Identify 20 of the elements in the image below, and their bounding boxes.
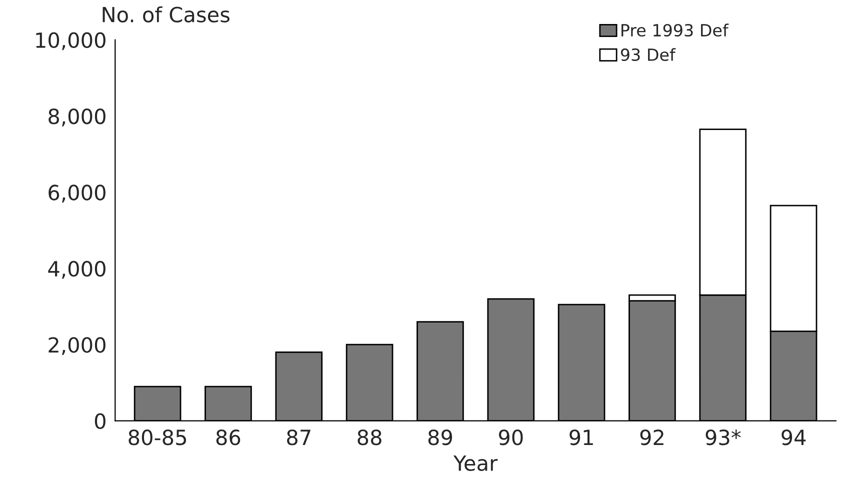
x-tick-label: 90 [498, 430, 523, 446]
x-tick-label: 92 [640, 430, 664, 446]
y-tick-label: 4,000 [48, 260, 106, 279]
y-axis-title: No. of Cases [102, 6, 230, 22]
y-tick-label: 0 [94, 413, 106, 430]
x-tick-label: 80-85 [128, 430, 186, 446]
y-tick-label: 10,000 [36, 32, 106, 50]
x-tick-label: 88 [358, 430, 382, 446]
x-tick-label: 89 [428, 430, 452, 446]
x-tick-label: 93* [706, 430, 741, 446]
y-tick-label: 8,000 [48, 108, 106, 126]
y-tick-label: 6,000 [48, 184, 106, 203]
x-tick-label: 94 [782, 430, 806, 446]
x-axis-title: Year [453, 456, 498, 471]
x-tick-label: 91 [570, 430, 593, 446]
x-tick-label: 87 [287, 430, 310, 446]
y-tick-label: 2,000 [48, 337, 106, 355]
legend-label: 93 Def [620, 48, 676, 62]
x-tick-label: 86 [216, 430, 240, 446]
legend-label: Pre 1993 Def [622, 24, 729, 37]
